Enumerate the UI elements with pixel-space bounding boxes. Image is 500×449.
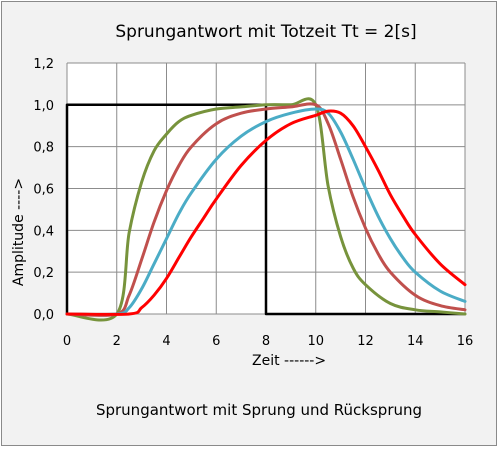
series-line-2 [65, 102, 467, 317]
chart-caption: Sprungantwort mit Sprung und Rücksprung [96, 401, 422, 419]
y-tick-label: 0,8 [33, 141, 54, 156]
series-line-4 [65, 109, 467, 316]
x-tick-label: 8 [262, 334, 270, 349]
x-tick-label: 14 [407, 334, 424, 349]
chart-title: Sprungantwort mit Totzeit Tt = 2[s] [115, 22, 416, 42]
x-tick-label: 6 [212, 334, 220, 349]
series-group [65, 97, 467, 322]
x-tick-label: 4 [162, 334, 170, 349]
series-line-1 [65, 97, 467, 322]
y-tick-label: 0,4 [33, 224, 54, 239]
x-tick-label: 2 [113, 334, 121, 349]
y-tick-label: 1,0 [33, 99, 54, 114]
y-tick-label: 0,0 [33, 308, 54, 323]
series-line-3 [65, 107, 467, 316]
y-tick-labels: 0,0 0,2 0,4 0,6 0,8 1,0 1,2 [33, 57, 54, 323]
x-tick-label: 12 [357, 334, 374, 349]
x-tick-label: 16 [457, 334, 474, 349]
x-tick-labels: 0 2 4 6 8 10 12 14 16 [63, 334, 473, 349]
y-tick-label: 0,2 [33, 266, 54, 281]
x-tick-label: 0 [63, 334, 71, 349]
x-tick-label: 10 [307, 334, 324, 349]
x-axis-label: Zeit ------> [252, 353, 326, 369]
y-axis-label: Amplitude ----> [11, 178, 27, 286]
y-tick-label: 1,2 [33, 57, 54, 72]
y-tick-label: 0,6 [33, 183, 54, 198]
